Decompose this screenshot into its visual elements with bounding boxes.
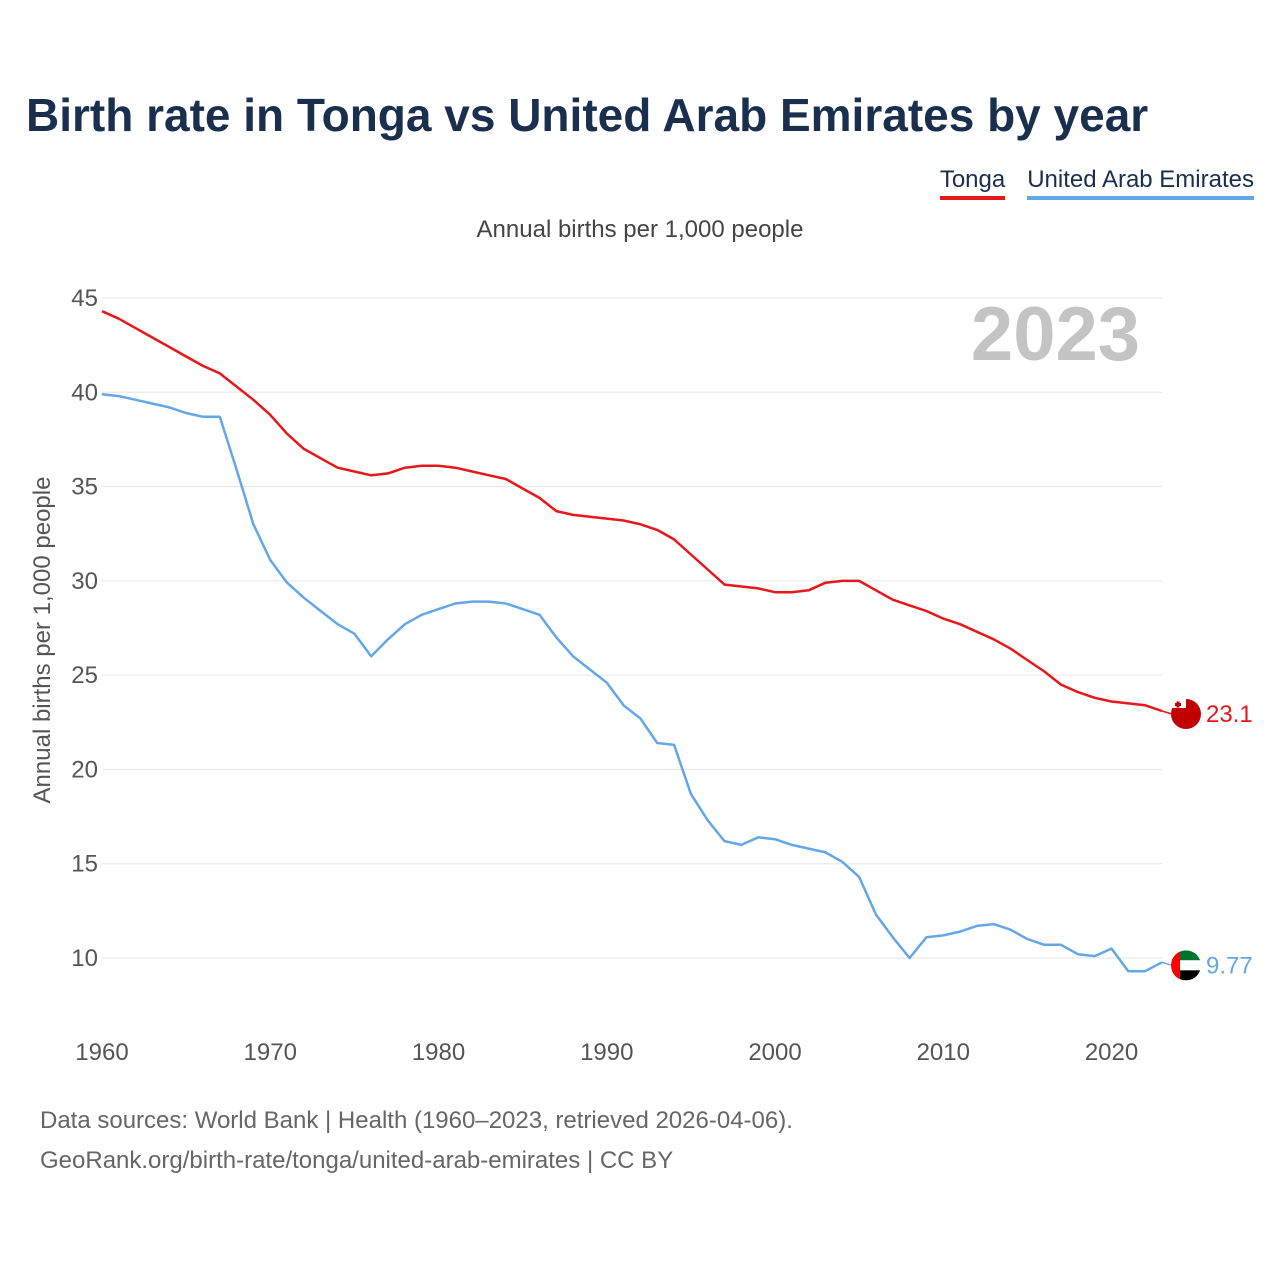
- y-tick-label: 20: [71, 756, 98, 783]
- data-source-note: Data sources: World Bank | Health (1960–…: [40, 1107, 793, 1134]
- x-tick-label: 1980: [412, 1039, 465, 1066]
- series-lines: [101, 310, 1173, 973]
- y-tick-label: 35: [71, 474, 98, 501]
- y-tick-label: 40: [71, 379, 98, 406]
- series-line-tonga[interactable]: [101, 310, 1163, 713]
- x-tick-label: 1990: [580, 1039, 633, 1066]
- x-tick-label: 2000: [748, 1039, 801, 1066]
- source-url[interactable]: GeoRank.org/birth-rate/tonga/united-arab…: [40, 1147, 674, 1174]
- y-axis-label: Annual births per 1,000 people: [29, 477, 56, 804]
- chart-subtitle: Annual births per 1,000 people: [476, 216, 804, 243]
- y-tick-label: 25: [71, 662, 98, 689]
- x-tick-label: 1960: [75, 1039, 128, 1066]
- x-axis-ticks: 1960 1970 1980 1990 2000 2010 2020: [75, 1039, 1138, 1066]
- y-tick-label: 45: [71, 285, 98, 312]
- end-connector: [1161, 961, 1173, 967]
- x-tick-label: 2010: [917, 1039, 970, 1066]
- end-value-label-tonga: 23.1: [1206, 701, 1253, 728]
- x-tick-label: 1970: [244, 1039, 297, 1066]
- legend-item-united-arab-emirates[interactable]: United Arab Emirates: [1027, 166, 1254, 200]
- tonga-flag-icon: [1171, 698, 1201, 729]
- end-connector: [1161, 710, 1173, 715]
- x-tick-label: 2020: [1085, 1039, 1138, 1066]
- end-markers: 23.1 9.77: [1171, 698, 1253, 981]
- y-tick-label: 10: [71, 945, 98, 972]
- year-watermark: 2023: [971, 292, 1140, 377]
- gridlines: [102, 297, 1162, 959]
- chart-title: Birth rate in Tonga vs United Arab Emira…: [26, 89, 1149, 141]
- y-tick-label: 15: [71, 851, 98, 878]
- y-axis-ticks: 10 15 20 25 30 35 40 45: [71, 285, 98, 972]
- series-line-united-arab-emirates[interactable]: [101, 392, 1163, 973]
- uae-flag-icon: [1171, 950, 1201, 981]
- end-value-label-united-arab-emirates: 9.77: [1206, 952, 1253, 979]
- legend: Tonga United Arab Emirates: [939, 166, 1254, 200]
- y-tick-label: 30: [71, 568, 98, 595]
- legend-item-tonga[interactable]: Tonga: [939, 166, 1006, 200]
